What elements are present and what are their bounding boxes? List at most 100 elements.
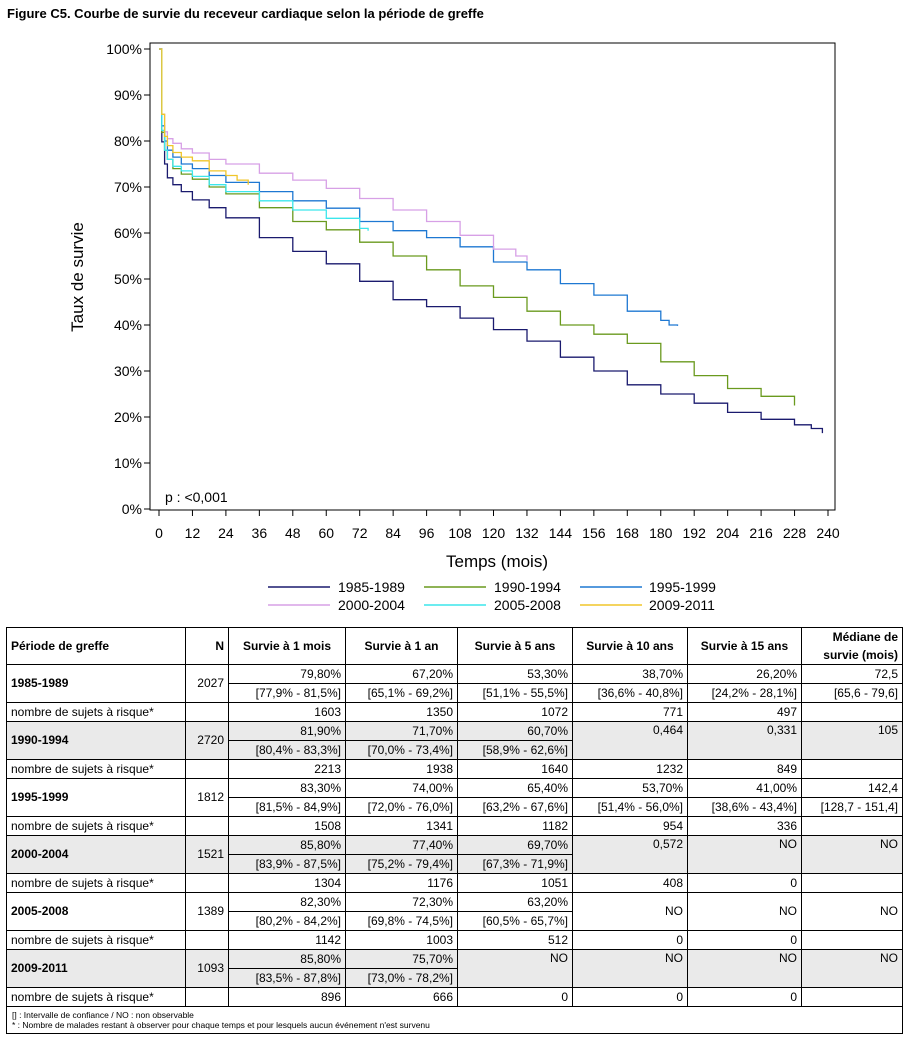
ci-cell: [58,9% - 62,6%] (457, 740, 573, 760)
estimate-cell: 63,20% (457, 892, 573, 912)
table-row: 1995-1999 1812 83,30% 74,00% 65,40% 53,70% 41,… (6, 778, 903, 817)
ci-cell: [38,6% - 43,4%] (687, 797, 802, 817)
x-tick-label: 120 (482, 525, 506, 541)
estimate-cell: 79,80% (228, 664, 346, 684)
x-tick-label: 72 (352, 525, 368, 541)
risk-cell: 0 (687, 987, 802, 1007)
series-lines (159, 48, 824, 434)
estimate-cell: 82,30% (228, 892, 346, 912)
risk-cell: 0 (457, 987, 573, 1007)
x-tick-label: 240 (816, 525, 840, 541)
risk-cell (801, 759, 903, 779)
x-axis-label: Temps (mois) (446, 552, 548, 571)
risk-label-cell: nombre de sujets à risque* (6, 816, 186, 836)
risk-label-cell: nombre de sujets à risque* (6, 930, 186, 950)
risk-label-cell: nombre de sujets à risque* (6, 702, 186, 722)
table-row-ci: [83,5% - 87,8%] [73,0% - 78,2%] (7, 968, 903, 988)
estimate-cell: 26,20% (687, 664, 802, 684)
survival-table: Période de greffe N Survie à 1 mois Surv… (6, 627, 903, 1007)
estimate-cell: NO (801, 892, 903, 931)
table-row: 2009-2011 1093 85,80% 75,70% NO NO NO NO (6, 949, 903, 988)
estimate-cell: 0,572 (572, 835, 688, 874)
y-tick-label: 70% (114, 179, 142, 195)
risk-cell: 1182 (457, 816, 573, 836)
risk-cell (801, 987, 903, 1007)
ci-cell: [128,7 - 151,4] (801, 797, 903, 817)
estimate-cell: 75,70% (345, 949, 458, 969)
risk-cell: 2213 (228, 759, 346, 779)
estimate-cell: 142,4 (801, 778, 903, 798)
risk-label-cell: nombre de sujets à risque* (6, 759, 186, 779)
risk-cell: 771 (572, 702, 688, 722)
legend: 1985-1989 1990-1994 1995-1999 2000-2004 2005… (268, 579, 716, 613)
risk-cell: 849 (687, 759, 802, 779)
table-row: 2000-2004 1521 85,80% 77,40% 69,70% 0,572 NO NO (6, 835, 903, 874)
ci-cell: [65,1% - 69,2%] (345, 683, 458, 703)
n-cell: 2027 (185, 664, 229, 703)
period-cell: 1990-1994 (6, 721, 186, 760)
ci-cell: [51,4% - 56,0%] (572, 797, 688, 817)
legend-entry: 1985-1989 (338, 579, 405, 595)
legend-entry: 1990-1994 (494, 579, 561, 595)
risk-row: nombre de sujets à risque* 1508 1341 1182 95… (6, 816, 903, 836)
risk-row: nombre de sujets à risque* 1603 1350 1072 77… (6, 702, 903, 722)
risk-cell (801, 930, 903, 950)
y-tick-label: 80% (114, 133, 142, 149)
risk-cell: 512 (457, 930, 573, 950)
risk-cell: 1304 (228, 873, 346, 893)
survival-table-wrapper: Période de greffe N Survie à 1 mois Surv… (6, 627, 903, 1034)
risk-cell: 896 (228, 987, 346, 1007)
legend-entry: 2005-2008 (494, 597, 561, 613)
risk-cell: 1003 (345, 930, 458, 950)
risk-cell: 497 (687, 702, 802, 722)
period-cell: 2009-2011 (6, 949, 186, 988)
table-header-row: Période de greffe N Survie à 1 mois Surv… (6, 627, 903, 665)
header-survival-15-years: Survie à 15 ans (687, 627, 802, 665)
risk-cell: 1176 (345, 873, 458, 893)
x-tick-label: 108 (448, 525, 472, 541)
ci-cell: [73,0% - 78,2%] (345, 968, 458, 988)
ci-cell: [63,2% - 67,6%] (457, 797, 573, 817)
estimate-cell: NO (687, 835, 802, 874)
empty-cell (185, 930, 229, 950)
legend-entry: 2000-2004 (338, 597, 405, 613)
table-row: 1990-1994 2720 81,90% 71,70% 60,70% 0,464 0,33… (6, 721, 903, 760)
estimate-cell: 105 (801, 721, 903, 760)
estimate-cell: 74,00% (345, 778, 458, 798)
ci-cell: [72,0% - 76,0%] (345, 797, 458, 817)
x-tick-label: 24 (218, 525, 234, 541)
estimate-cell: 0,331 (687, 721, 802, 760)
y-tick-label: 40% (114, 317, 142, 333)
risk-cell: 954 (572, 816, 688, 836)
series-line-2005-2008 (159, 48, 369, 231)
estimate-cell: 53,70% (572, 778, 688, 798)
estimate-cell: 77,40% (345, 835, 458, 855)
estimate-cell: 38,70% (572, 664, 688, 684)
ci-cell: [24,2% - 28,1%] (687, 683, 802, 703)
estimate-cell: 85,80% (228, 949, 346, 969)
x-tick-label: 192 (683, 525, 707, 541)
risk-cell: 1142 (228, 930, 346, 950)
estimate-cell: NO (572, 892, 688, 931)
table-body: 1985-1989 2027 79,80% 67,20% 53,30% 38,70% 26,… (6, 664, 903, 1007)
header-survival-5-years: Survie à 5 ans (457, 627, 573, 665)
risk-cell (801, 702, 903, 722)
risk-row: nombre de sujets à risque* 896 666 0 0 0 (6, 987, 903, 1007)
ci-cell: [36,6% - 40,8%] (572, 683, 688, 703)
estimate-cell: NO (457, 949, 573, 988)
estimate-cell: 83,30% (228, 778, 346, 798)
ci-cell: [65,6 - 79,6] (801, 683, 903, 703)
x-tick-label: 48 (285, 525, 301, 541)
risk-cell: 1603 (228, 702, 346, 722)
series-line-1990-1994 (159, 48, 796, 406)
header-survival-10-years: Survie à 10 ans (572, 627, 688, 665)
x-tick-label: 60 (318, 525, 334, 541)
x-tick-label: 156 (582, 525, 606, 541)
footnote-risk: * : Nombre de malades restant à observer… (12, 1020, 430, 1030)
p-value-annotation: p : <0,001 (165, 489, 228, 505)
header-period: Période de greffe (6, 627, 186, 665)
y-axis-label: Taux de survie (68, 222, 87, 332)
survival-chart: 0% 10% 20% 30% 40% 50% 60% 70% 80% 90% 100% 0 12 24 3… (68, 41, 840, 613)
risk-row: nombre de sujets à risque* 1142 1003 512 0 0 (6, 930, 903, 950)
x-tick-label: 204 (716, 525, 740, 541)
